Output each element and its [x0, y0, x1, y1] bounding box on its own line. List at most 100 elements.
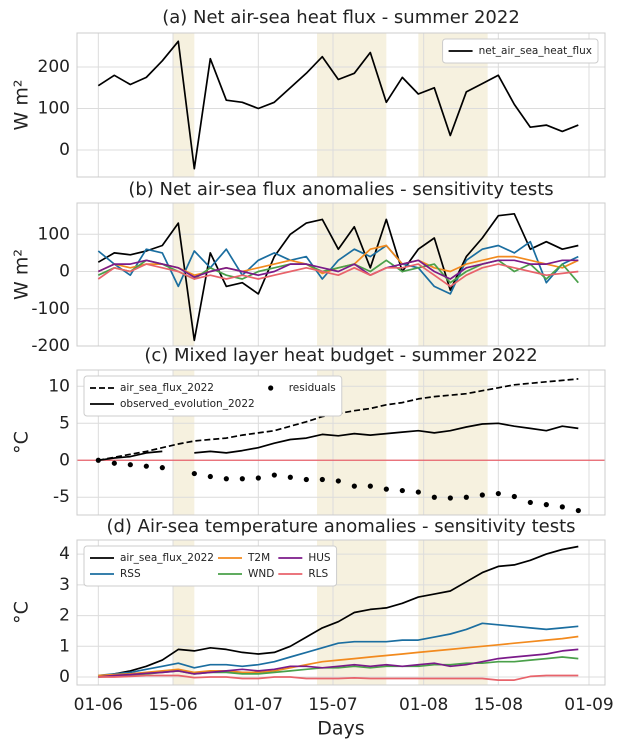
data-point — [559, 504, 565, 510]
data-point — [95, 457, 101, 463]
data-point — [447, 495, 453, 501]
data-point — [335, 478, 341, 484]
y-tick-label: 4 — [59, 544, 70, 564]
y-tick-label: 0 — [59, 450, 70, 470]
data-point — [495, 490, 501, 497]
shaded-span — [317, 203, 387, 346]
data-line — [98, 422, 579, 462]
shaded-span — [418, 540, 488, 685]
legend-box — [442, 38, 599, 64]
y-tick-label: 0 — [59, 140, 70, 160]
legend-box — [83, 375, 343, 417]
y-tick-label: -200 — [31, 336, 70, 356]
y-tick-label: 100 — [38, 99, 70, 119]
legend-label: RSS — [120, 568, 141, 580]
x-tick-label: 01-07 — [234, 695, 283, 715]
panel-title: (a) Net air-sea heat flux - summer 2022 — [162, 7, 520, 28]
y-tick-label: 0 — [59, 262, 70, 282]
plot-frame — [76, 32, 606, 178]
data-point — [399, 487, 405, 494]
x-tick-label: 01-06 — [74, 695, 123, 715]
x-tick-label: 15-07 — [308, 695, 357, 715]
legend-label: RLS — [308, 568, 328, 580]
data-point — [543, 502, 549, 508]
data-point — [527, 499, 533, 506]
data-point — [271, 472, 277, 478]
panel-title: (d) Air-sea temperature anomalies - sens… — [106, 516, 575, 537]
data-point — [319, 476, 325, 483]
legend-swatch — [268, 385, 274, 391]
y-tick-label: 5 — [59, 413, 70, 433]
shaded-span — [173, 33, 195, 177]
y-tick-label: 10 — [48, 376, 70, 396]
data-line — [98, 635, 579, 677]
y-tick-label: 3 — [59, 575, 70, 595]
y-tick-label: 2 — [59, 606, 70, 626]
x-tick-label: 01-08 — [399, 695, 448, 715]
legend: net_air_sea_heat_flux — [442, 38, 599, 64]
data-point — [431, 494, 437, 500]
data-point — [255, 475, 261, 481]
data-point — [207, 473, 213, 480]
y-tick-label: 100 — [38, 224, 70, 244]
y-tick-label: -100 — [31, 299, 70, 319]
legend-label: observed_evolution_2022 — [120, 398, 255, 410]
legend-box — [83, 545, 338, 587]
y-tick-label: 0 — [59, 667, 70, 687]
data-line — [97, 259, 579, 280]
data-point — [191, 470, 197, 477]
x-axis-label: Days — [317, 718, 364, 740]
data-point — [303, 476, 309, 483]
plot-frame — [76, 202, 606, 347]
legend-label: T2M — [247, 552, 270, 564]
data-point — [351, 483, 357, 489]
panel-title: (b) Net air-sea flux anomalies - sensiti… — [128, 179, 553, 200]
x-tick-label: 15-08 — [474, 695, 523, 715]
data-point — [143, 463, 149, 469]
legend-label: residuals — [289, 382, 336, 394]
data-point — [287, 474, 293, 480]
data-point — [383, 486, 389, 492]
data-line — [98, 545, 579, 678]
plot-frame — [76, 539, 606, 686]
plot-frame — [76, 369, 606, 516]
data-point — [463, 494, 469, 500]
panel-title: (c) Mixed layer heat budget - summer 202… — [144, 345, 537, 366]
data-line — [98, 622, 579, 677]
legend-label: HUS — [308, 552, 331, 564]
legend-label: air_sea_flux_2022 — [120, 382, 214, 394]
data-point — [511, 493, 517, 500]
x-tick-label: 15-06 — [148, 695, 197, 715]
data-point — [239, 476, 245, 482]
y-axis-label: °C — [11, 601, 33, 624]
legend-label: air_sea_flux_2022 — [120, 552, 214, 564]
legend-label: WND — [248, 568, 274, 580]
data-line — [98, 674, 579, 681]
shaded-span — [418, 203, 488, 346]
y-axis-label: °C — [11, 431, 33, 454]
y-axis-label: W m² — [11, 249, 33, 300]
y-tick-label: 200 — [38, 57, 70, 77]
data-point — [111, 460, 117, 466]
data-line — [97, 263, 579, 288]
y-tick-label: -5 — [53, 487, 70, 507]
y-tick-label: 1 — [59, 636, 70, 656]
data-point — [159, 465, 165, 471]
shaded-span — [317, 33, 387, 177]
legend: air_sea_flux_2022 RSS T2M WND HUS RLS — [83, 545, 338, 587]
data-point — [479, 492, 485, 498]
data-line — [98, 648, 579, 678]
data-line — [97, 40, 579, 170]
legend: air_sea_flux_2022 observed_evolution_2022… — [83, 375, 343, 417]
legend-label: net_air_sea_heat_flux — [479, 45, 592, 57]
data-point — [575, 507, 581, 514]
data-line — [97, 240, 579, 295]
data-point — [223, 476, 229, 482]
shaded-span — [418, 370, 488, 515]
data-point — [367, 483, 373, 489]
data-point — [415, 489, 421, 495]
data-line — [97, 212, 579, 342]
data-point — [127, 462, 133, 468]
x-tick-label: 01-09 — [564, 695, 613, 715]
